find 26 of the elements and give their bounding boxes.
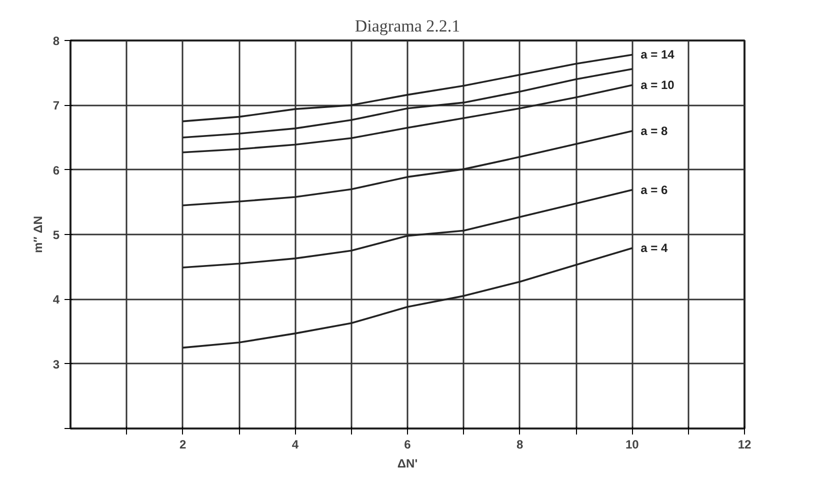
x-tick-label: 4 (292, 438, 299, 452)
y-tick-label: 6 (52, 163, 60, 178)
line-series (182, 130, 634, 206)
line-series (182, 54, 634, 122)
x-tick-label: 8 (516, 438, 524, 452)
y-tick-label: 7 (52, 98, 60, 113)
y-tick-label: 3 (52, 357, 60, 372)
line-series (182, 247, 634, 349)
x-tick-label: 10 (625, 438, 640, 452)
series-label: a = 10 (640, 78, 675, 92)
x-axis-title: ΔN' (397, 456, 418, 470)
series-label: a = 6 (640, 182, 668, 197)
series-label: a = 4 (640, 241, 668, 256)
y-tick-label: 8 (52, 34, 60, 48)
x-tick-label: 2 (179, 438, 186, 452)
y-tick-label: 4 (52, 292, 60, 307)
x-tick-label: 6 (404, 438, 412, 452)
x-tick-label: 12 (738, 438, 752, 452)
series-label: a = 14 (640, 48, 675, 62)
line-series (182, 84, 634, 154)
y-tick-label: 5 (52, 228, 60, 242)
line-series (182, 68, 634, 138)
line-series (182, 188, 634, 268)
chart-title: Diagrama 2.2.1 (354, 16, 460, 36)
y-axis-title: m″ ΔN (30, 216, 45, 254)
series-label: a = 8 (640, 124, 668, 138)
